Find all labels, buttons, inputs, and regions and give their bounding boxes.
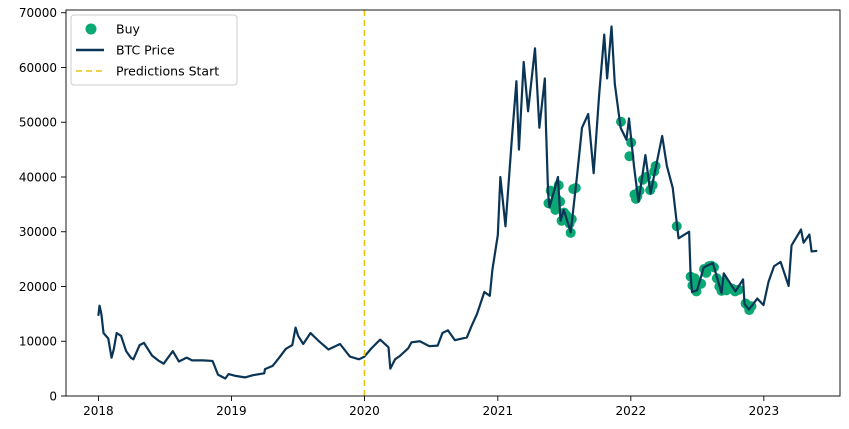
x-tick-label: 2022 xyxy=(616,404,647,418)
legend-price-label: BTC Price xyxy=(116,43,175,58)
x-axis-ticks: 2018 2019 2020 2021 2022 2023 xyxy=(83,396,779,418)
legend-buy-label: Buy xyxy=(116,22,140,37)
x-tick-label: 2019 xyxy=(216,404,247,418)
legend-buy-marker xyxy=(85,23,97,35)
legend-box xyxy=(70,14,238,86)
buy-marker xyxy=(550,204,561,215)
legend-predictions-label: Predictions Start xyxy=(116,64,219,79)
x-tick-label: 2021 xyxy=(483,404,514,418)
x-tick-label: 2020 xyxy=(349,404,380,418)
x-tick-label: 2018 xyxy=(83,404,114,418)
y-tick-label: 0 xyxy=(49,389,57,403)
y-tick-label: 70000 xyxy=(19,6,57,20)
y-tick-label: 60000 xyxy=(19,61,57,75)
y-axis-ticks: 0 10000 20000 30000 40000 50000 60000 70000 xyxy=(19,6,66,403)
legend: Buy BTC Price Predictions Start xyxy=(70,14,238,86)
plot-frame xyxy=(65,9,841,397)
x-tick-label: 2023 xyxy=(749,404,780,418)
btc-price-line xyxy=(97,25,818,380)
y-tick-label: 30000 xyxy=(19,225,57,239)
buy-marker xyxy=(733,284,744,295)
y-tick-label: 20000 xyxy=(19,280,57,294)
y-tick-label: 40000 xyxy=(19,170,57,184)
y-tick-label: 50000 xyxy=(19,116,57,130)
y-tick-label: 10000 xyxy=(19,335,57,349)
